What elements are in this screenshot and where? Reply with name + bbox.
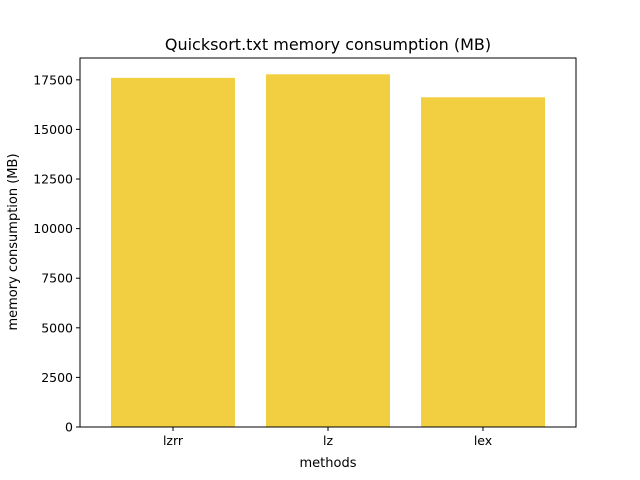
y-tick-label: 2500 <box>41 370 73 385</box>
x-tick-label: lex <box>474 433 492 448</box>
y-tick-label: 15000 <box>33 122 73 137</box>
y-tick-label: 5000 <box>41 320 73 335</box>
y-tick-label: 0 <box>65 420 73 435</box>
y-tick-label: 7500 <box>41 271 73 286</box>
x-axis-label: methods <box>300 456 357 471</box>
plot-area: lzrr lz lex 0 2500 5000 7500 10000 12500 15000 175… <box>33 72 545 448</box>
y-tick-label: 12500 <box>33 172 73 187</box>
bar-lzrr <box>111 77 235 427</box>
x-tick-label: lz <box>323 433 333 448</box>
y-tick-label: 17500 <box>33 72 73 87</box>
chart-title: Quicksort.txt memory consumption (MB) <box>165 35 491 54</box>
bar-lz <box>266 74 390 428</box>
plot-frame <box>79 57 577 428</box>
x-tick-label: lzrr <box>163 433 184 448</box>
bar-lex <box>421 97 545 428</box>
y-tick-label: 10000 <box>33 221 73 236</box>
y-axis-label: memory consumption (MB) <box>6 153 21 330</box>
